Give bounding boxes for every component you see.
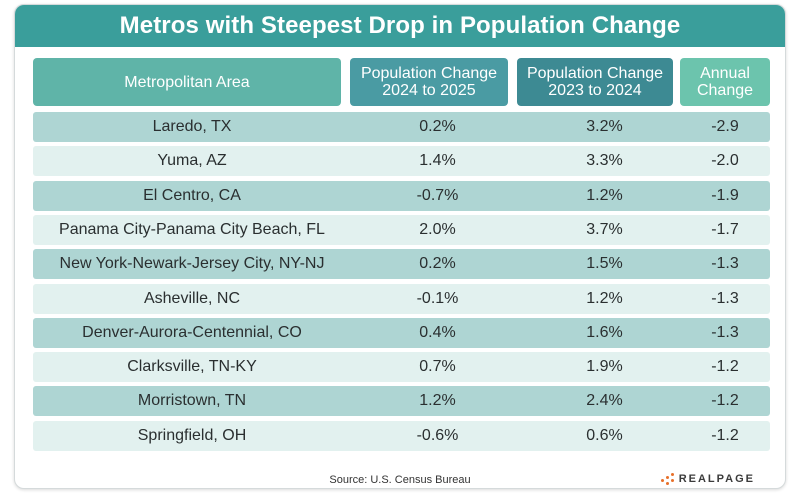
table-card: Metros with Steepest Drop in Population … <box>14 4 786 489</box>
cell-change-2024-2025: 0.2% <box>419 118 456 135</box>
cell-metro-area: El Centro, CA <box>143 186 241 204</box>
cell-change-2024-2025: 0.2% <box>419 255 456 273</box>
table-row: New York-Newark-Jersey City, NY-NJ 0.2% 1.… <box>33 249 770 280</box>
cell-change-2023-2024: 2.4% <box>586 392 623 410</box>
header-area-label: Metropolitan Area <box>124 73 250 91</box>
cell-annual-change: -2.9 <box>711 118 739 135</box>
cell-change-2024-2025: 2.0% <box>419 220 456 238</box>
cell-metro-area: Laredo, TX <box>152 118 232 135</box>
header-change-2023-2024: Population Change 2023 to 2024 <box>517 58 673 106</box>
cell-metro-area: Morristown, TN <box>137 392 247 410</box>
header-change-2023-2024-line1: Population Change <box>526 65 664 82</box>
cell-change-2023-2024: 1.2% <box>586 186 623 204</box>
cell-change-2024-2025: -0.6% <box>416 426 459 444</box>
cell-annual-change: -1.7 <box>711 220 739 238</box>
page-title: Metros with Steepest Drop in Population … <box>119 12 681 39</box>
table-row: Springfield, OH -0.6% 0.6% -1.2 <box>33 420 770 451</box>
header-change-2024-2025: Population Change 2024 to 2025 <box>350 58 508 106</box>
cell-change-2024-2025: -0.1% <box>416 289 459 307</box>
cell-change-2023-2024: 1.5% <box>586 255 623 273</box>
cell-metro-area: Denver-Aurora-Centennial, CO <box>82 323 302 341</box>
cell-annual-change: -1.3 <box>711 255 739 273</box>
cell-metro-area: Asheville, NC <box>143 289 241 307</box>
cell-change-2024-2025: 1.2% <box>419 392 456 410</box>
table-row: Yuma, AZ 1.4% 3.3% -2.0 <box>33 146 770 177</box>
cell-annual-change: -1.3 <box>711 289 739 307</box>
cell-annual-change: -1.3 <box>711 323 739 341</box>
header-change-2024-2025-line2: 2024 to 2025 <box>382 82 476 99</box>
cell-annual-change: -2.0 <box>711 152 739 170</box>
table-row: Panama City-Panama City Beach, FL 2.0% 3.7… <box>33 214 770 245</box>
cell-change-2023-2024: 0.6% <box>586 426 623 444</box>
cell-annual-change: -1.2 <box>711 392 739 410</box>
cell-metro-area: New York-Newark-Jersey City, NY-NJ <box>59 255 325 273</box>
cell-metro-area: Clarksville, TN-KY <box>127 358 257 376</box>
header-annual-line1: Annual <box>700 65 750 82</box>
cell-change-2024-2025: -0.7% <box>416 186 459 204</box>
cell-change-2024-2025: 1.4% <box>419 152 456 170</box>
cell-metro-area: Panama City-Panama City Beach, FL <box>59 220 325 238</box>
table-row: Asheville, NC -0.1% 1.2% -1.3 <box>33 283 770 314</box>
logo-text: REALPAGE <box>678 473 755 485</box>
cell-change-2023-2024: 1.6% <box>586 323 623 341</box>
table-row: Clarksville, TN-KY 0.7% 1.9% -1.2 <box>33 352 770 383</box>
cell-annual-change: -1.2 <box>711 358 739 376</box>
cell-annual-change: -1.2 <box>711 426 739 444</box>
header-annual-change: Annual Change <box>680 58 770 106</box>
cell-change-2024-2025: 0.7% <box>419 358 456 376</box>
cell-metro-area: Yuma, AZ <box>157 152 227 170</box>
header-annual-line2: Change <box>696 82 754 99</box>
header-metropolitan-area: Metropolitan Area <box>33 58 341 106</box>
header-change-2023-2024-line2: 2023 to 2024 <box>548 82 642 99</box>
header-change-2024-2025-line1: Population Change <box>360 65 498 82</box>
cell-metro-area: Springfield, OH <box>137 426 247 444</box>
title-bar: Metros with Steepest Drop in Population … <box>15 5 785 47</box>
cell-change-2023-2024: 3.3% <box>586 152 623 170</box>
cell-annual-change: -1.9 <box>711 186 739 204</box>
source-note: Source: U.S. Census Bureau <box>329 474 471 486</box>
table-row: Laredo, TX 0.2% 3.2% -2.9 <box>33 112 770 142</box>
cell-change-2023-2024: 1.9% <box>586 358 623 376</box>
cell-change-2023-2024: 1.2% <box>586 289 623 307</box>
table-row: Morristown, TN 1.2% 2.4% -1.2 <box>33 386 770 417</box>
cell-change-2023-2024: 3.7% <box>586 220 623 238</box>
table-row: Denver-Aurora-Centennial, CO 0.4% 1.6% -1.3 <box>33 317 770 348</box>
realpage-logo: REALPAGE <box>660 473 755 485</box>
cell-change-2023-2024: 3.2% <box>586 118 623 135</box>
table-row: El Centro, CA -0.7% 1.2% -1.9 <box>33 180 770 211</box>
cell-change-2024-2025: 0.4% <box>419 323 456 341</box>
realpage-dots-icon <box>660 473 675 485</box>
